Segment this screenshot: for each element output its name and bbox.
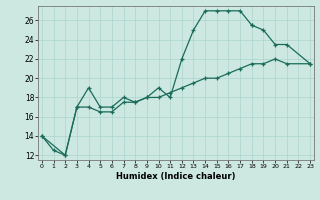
X-axis label: Humidex (Indice chaleur): Humidex (Indice chaleur) (116, 172, 236, 181)
